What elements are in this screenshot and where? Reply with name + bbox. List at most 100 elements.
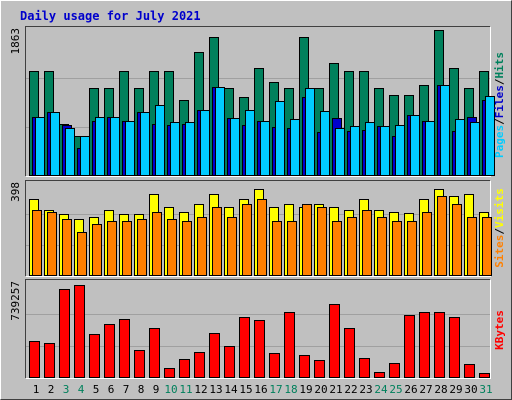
x-label-19: 19 — [299, 383, 312, 396]
bar-pages-15 — [245, 110, 255, 176]
bar-kbytes-29 — [449, 317, 460, 378]
bar-pages-11 — [185, 122, 195, 176]
bar-pages-31 — [485, 96, 495, 176]
bar-pages-6 — [110, 117, 120, 176]
x-label-29: 29 — [449, 383, 462, 396]
bar-pages-18 — [290, 119, 300, 176]
panel-highlight — [25, 26, 491, 177]
bar-kbytes-13 — [209, 333, 220, 378]
bar-sites-24 — [377, 217, 387, 276]
legend-item-hits: Hits — [493, 52, 506, 79]
bar-pages-26 — [410, 115, 420, 176]
bar-kbytes-19 — [299, 355, 310, 378]
bar-kbytes-10 — [164, 368, 175, 378]
bar-sites-16 — [257, 199, 267, 276]
bar-pages-28 — [440, 85, 450, 176]
bar-kbytes-23 — [359, 358, 370, 378]
bar-kbytes-6 — [104, 324, 115, 378]
x-label-16: 16 — [254, 383, 267, 396]
chart-title: Daily usage for July 2021 — [20, 9, 201, 23]
x-label-7: 7 — [123, 383, 130, 396]
x-label-30: 30 — [464, 383, 477, 396]
bar-kbytes-9 — [149, 328, 160, 378]
bar-pages-24 — [380, 126, 390, 176]
bar-pages-19 — [305, 88, 315, 176]
bar-sites-5 — [92, 224, 102, 276]
legend-visits-sites: Sites/Visits — [493, 188, 506, 268]
bar-sites-26 — [407, 221, 417, 276]
bar-pages-14 — [230, 118, 240, 176]
bar-kbytes-30 — [464, 364, 475, 378]
legend-separator: / — [493, 118, 506, 125]
legend-separator: / — [493, 228, 506, 235]
bar-sites-11 — [182, 221, 192, 276]
y-max-label: 739257 — [9, 281, 22, 321]
bar-kbytes-18 — [284, 312, 295, 378]
bar-pages-5 — [95, 117, 105, 176]
x-label-9: 9 — [153, 383, 160, 396]
legend-item-files: Files — [493, 85, 506, 118]
x-label-2: 2 — [48, 383, 55, 396]
bar-sites-4 — [77, 232, 87, 276]
bar-kbytes-24 — [374, 372, 385, 378]
bar-pages-22 — [350, 126, 360, 176]
bar-sites-23 — [362, 210, 372, 276]
bar-sites-19 — [302, 204, 312, 276]
x-label-18: 18 — [284, 383, 297, 396]
panel-highlight — [25, 180, 491, 277]
bar-sites-8 — [137, 219, 147, 276]
y-max-label: 398 — [9, 182, 22, 202]
plot-panels: 1863Pages/Files/Hits398Sites/Visits73925… — [9, 26, 506, 379]
bar-sites-27 — [422, 212, 432, 276]
bar-sites-10 — [167, 219, 177, 276]
x-label-8: 8 — [138, 383, 145, 396]
x-label-4: 4 — [78, 383, 85, 396]
bar-pages-8 — [140, 112, 150, 176]
bar-kbytes-28 — [434, 312, 445, 378]
x-label-1: 1 — [33, 383, 40, 396]
bar-sites-15 — [242, 204, 252, 276]
bar-kbytes-25 — [389, 363, 400, 378]
x-label-6: 6 — [108, 383, 115, 396]
bar-pages-16 — [260, 121, 270, 176]
bar-pages-3 — [65, 128, 75, 176]
bar-sites-30 — [467, 217, 477, 276]
x-label-25: 25 — [389, 383, 402, 396]
bar-kbytes-21 — [329, 304, 340, 378]
x-label-31: 31 — [479, 383, 492, 396]
x-label-26: 26 — [404, 383, 417, 396]
legend-kbytes: KBytes — [493, 310, 506, 350]
panel-visits-sites: 398 Sites/Visits — [9, 180, 506, 277]
bar-pages-2 — [50, 112, 60, 176]
bar-kbytes-5 — [89, 334, 100, 378]
bar-sites-6 — [107, 221, 117, 276]
bar-pages-21 — [335, 128, 345, 176]
x-label-11: 11 — [179, 383, 192, 396]
x-label-28: 28 — [434, 383, 447, 396]
panel-shadow — [25, 180, 491, 277]
bar-pages-13 — [215, 87, 225, 176]
x-label-12: 12 — [194, 383, 207, 396]
legend-item-kbytes: KBytes — [493, 310, 506, 350]
bar-pages-20 — [320, 111, 330, 176]
x-label-27: 27 — [419, 383, 432, 396]
bar-kbytes-15 — [239, 317, 250, 378]
x-label-21: 21 — [329, 383, 342, 396]
legend-item-sites: Sites — [493, 235, 506, 268]
bar-kbytes-7 — [119, 319, 130, 378]
bar-kbytes-26 — [404, 315, 415, 378]
bar-sites-2 — [47, 212, 57, 276]
legend-item-pages: Pages — [493, 125, 506, 158]
bar-kbytes-11 — [179, 359, 190, 378]
bar-sites-7 — [122, 221, 132, 276]
bar-sites-12 — [197, 217, 207, 276]
bar-pages-17 — [275, 101, 285, 176]
bar-pages-10 — [170, 122, 180, 176]
x-label-3: 3 — [63, 383, 70, 396]
x-label-15: 15 — [239, 383, 252, 396]
bar-kbytes-16 — [254, 320, 265, 378]
bar-pages-12 — [200, 110, 210, 176]
